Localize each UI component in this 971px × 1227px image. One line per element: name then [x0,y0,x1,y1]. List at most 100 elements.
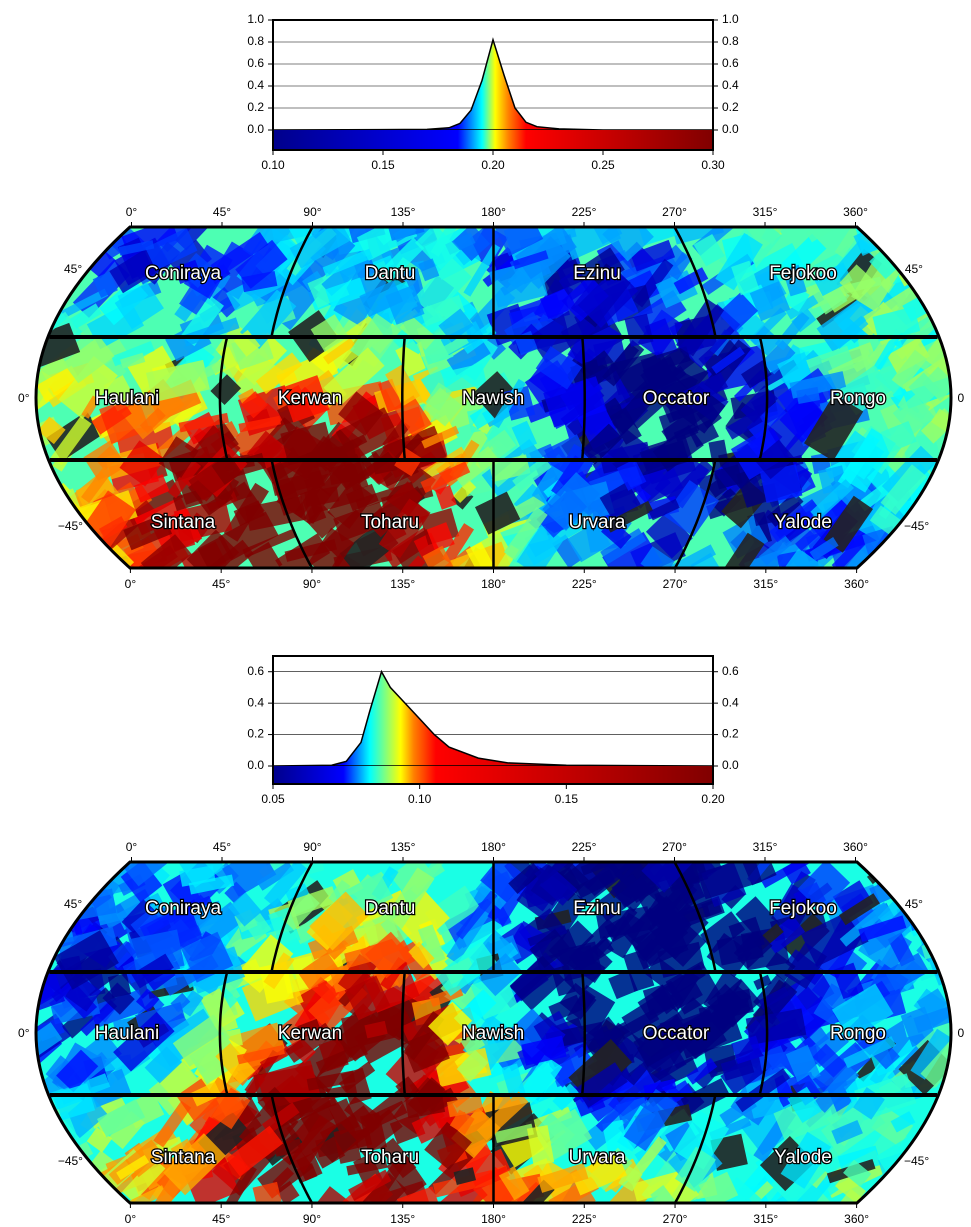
map-patch [465,1148,511,1187]
map-patch [551,455,585,498]
map-patch [70,227,96,243]
map-patch [226,1125,284,1177]
map-patch [417,924,446,965]
lat-label: 45° [64,262,82,276]
map-patch [396,1186,439,1203]
map-patch [908,372,941,405]
quadrangle-name: Coniraya [145,898,221,919]
lon-label: 45° [212,1212,230,1226]
map-patch [630,239,676,272]
y-tick-label: 0.0 [722,122,739,136]
map-patch [36,521,54,561]
map-patch [178,412,230,433]
map-patch [87,249,116,279]
map-patch [428,334,469,364]
quadrangle-name: Nawish [462,1023,524,1044]
map-patch [712,487,742,517]
map-patch [426,522,455,552]
lon-label: 270° [663,1212,688,1226]
lon-label: 90° [303,577,321,591]
y-tick-label: 0.6 [247,56,264,70]
lon-label: 135° [390,577,415,591]
map-patch [921,366,951,402]
map-patch [119,440,166,487]
map-patch [494,1123,535,1143]
y-tick-label: 0.2 [722,727,739,741]
map-patch [529,928,570,969]
quadrangle-boundary [270,459,314,569]
map-patch [611,873,646,908]
map-patch [642,1043,687,1083]
map-patch [673,1110,730,1170]
map: Coniraya Dantu Ezinu Fejokoo Haulani Kerwan Na… [18,840,964,1226]
map-patch [36,322,81,372]
map-patch [453,1167,477,1186]
map-patch [343,434,368,453]
map-patch [346,1158,388,1176]
y-tick-label: 0.2 [247,727,264,741]
map-patch [333,501,388,542]
map-patch [609,407,642,445]
map-patch [645,956,686,995]
map-patch [916,862,944,882]
quadrangle-boundary [580,336,586,461]
lat-label: 45° [905,897,923,911]
quadrangle-boundary [401,336,407,461]
area [272,669,714,767]
map-patch [452,480,477,503]
lat-label: 45° [64,897,82,911]
map-patch [602,227,654,262]
map-patch [713,464,743,490]
map-patch [636,1027,684,1067]
map-patch [123,513,173,551]
map-patch [202,359,227,378]
map-patch [188,874,235,895]
lon-label: 0° [125,1212,137,1226]
lon-label: 0° [126,205,138,219]
map-patch [600,528,647,565]
map-patch [858,915,907,942]
map-patch [36,227,75,268]
map-patch [118,240,155,256]
map-patch [797,862,851,913]
map-patch [378,498,431,559]
map-patch [435,485,457,510]
quadrangle-boundary [580,971,586,1096]
map-patch [745,1008,807,1046]
lon-label: 135° [391,840,416,854]
quadrangle-boundary [270,1094,314,1204]
x-tick-label: 0.30 [701,158,725,172]
map-patch [323,347,385,407]
map-patch [411,1104,462,1144]
x-tick-label: 0.25 [591,158,615,172]
quadrangle-boundary [758,336,769,461]
lon-label: 135° [390,1212,415,1226]
map-patch [255,352,303,394]
map-patch [716,988,754,1019]
map-patch [452,446,499,487]
map-patch [567,521,611,563]
map-patch [507,268,533,294]
map-patch [476,1091,529,1141]
map-patch [86,1127,113,1153]
lon-label: 0° [125,577,137,591]
map-patch [285,1022,334,1063]
lon-label: 315° [753,577,778,591]
map-patch [419,295,466,327]
map-patch [36,913,64,953]
map-patch [676,298,725,357]
quadrangle-boundary [673,861,717,973]
map-patch [832,315,869,349]
quadrangle-name: Haulani [95,1023,159,1044]
map-patch [761,340,796,375]
map-patch [63,335,115,384]
y-tick-label: 0.0 [247,122,264,136]
map-patch [693,233,725,267]
lon-label: 225° [572,840,597,854]
map-patch [53,862,108,895]
map-patch [81,395,101,419]
map-patch [36,493,60,537]
quadrangle-name: Haulani [95,388,159,409]
quadrangle-name: Toharu [361,512,419,533]
map-patch [521,1035,567,1066]
